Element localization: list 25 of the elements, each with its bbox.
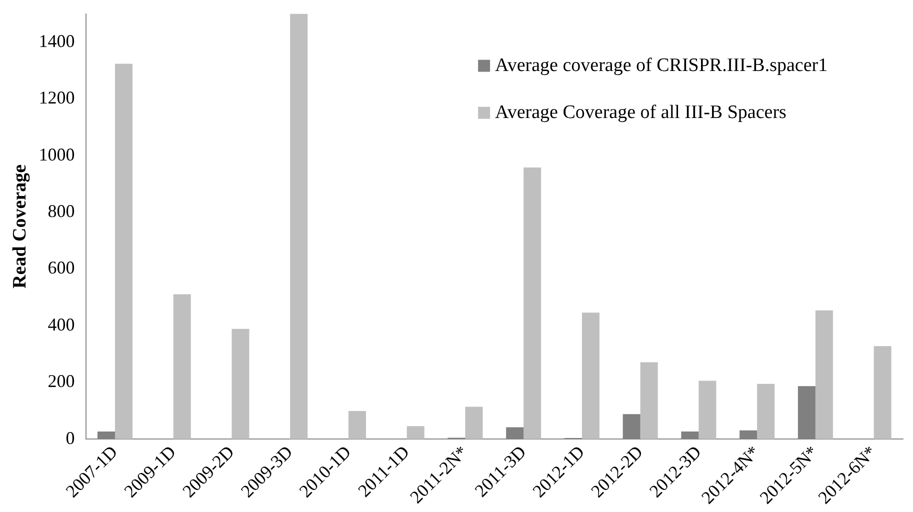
bar [582, 312, 600, 440]
bar [406, 426, 424, 440]
bar [874, 346, 892, 440]
y-axis-title: Read Coverage [9, 164, 30, 288]
bar [290, 14, 308, 440]
legend-label: Average Coverage of all III-B Spacers [495, 102, 786, 123]
y-tick-label: 200 [48, 371, 75, 392]
y-tick-label: 800 [48, 201, 75, 222]
y-tick-label: 1200 [38, 88, 75, 108]
bar [757, 384, 775, 440]
bar [640, 362, 658, 440]
y-tick-label: 400 [48, 314, 75, 334]
bar [524, 167, 542, 440]
bar [232, 328, 250, 440]
bar [173, 294, 191, 440]
bar [348, 411, 366, 440]
legend-label: Average coverage of CRISPR.III-B.spacer1 [495, 54, 828, 76]
bar [465, 406, 483, 440]
y-tick-label: 1000 [38, 144, 75, 164]
bar [114, 64, 132, 440]
y-tick-label: 600 [48, 258, 75, 278]
bar [698, 380, 716, 440]
bar [815, 310, 833, 440]
y-tick-label: 1400 [38, 30, 75, 51]
y-tick-label: 0 [66, 428, 75, 448]
